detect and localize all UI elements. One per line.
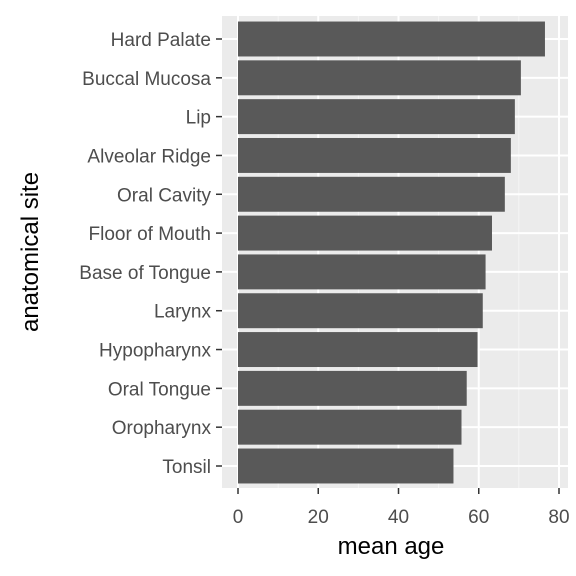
bar xyxy=(238,448,454,484)
x-axis-title: mean age xyxy=(338,533,445,560)
y-tick-label: Tonsil xyxy=(162,457,211,478)
bar xyxy=(238,21,545,57)
bar xyxy=(238,60,521,96)
x-tick-label: 0 xyxy=(233,507,244,528)
y-axis-title: anatomical site xyxy=(17,172,44,332)
x-tick-label: 20 xyxy=(308,507,329,528)
bar xyxy=(238,137,511,173)
y-tick-label: Hypopharynx xyxy=(99,341,211,362)
bar xyxy=(238,176,505,212)
x-axis: 0 20 40 60 80 xyxy=(233,488,570,528)
bar xyxy=(238,99,515,135)
y-tick-label: Oropharynx xyxy=(112,418,212,439)
y-tick-label: Base of Tongue xyxy=(79,263,211,284)
y-tick-label: Alveolar Ridge xyxy=(87,146,211,167)
y-tick-label: Oral Tongue xyxy=(108,379,211,400)
x-tick-label: 80 xyxy=(548,507,569,528)
y-tick-label: Larynx xyxy=(154,302,212,323)
y-axis: Hard Palate Buccal Mucosa Lip Alveolar Ridg… xyxy=(79,30,222,478)
bar xyxy=(238,254,486,290)
bar xyxy=(238,409,462,445)
bars xyxy=(238,21,545,484)
y-tick-label: Oral Cavity xyxy=(117,185,211,206)
y-tick-label: Hard Palate xyxy=(111,30,211,51)
bar xyxy=(238,370,467,406)
bar xyxy=(238,293,483,329)
bar xyxy=(238,215,492,251)
x-tick-label: 40 xyxy=(388,507,409,528)
y-tick-label: Floor of Mouth xyxy=(89,224,212,245)
bar xyxy=(238,332,478,368)
x-tick-label: 60 xyxy=(468,507,489,528)
y-tick-label: Lip xyxy=(186,108,211,129)
y-tick-label: Buccal Mucosa xyxy=(82,69,211,90)
